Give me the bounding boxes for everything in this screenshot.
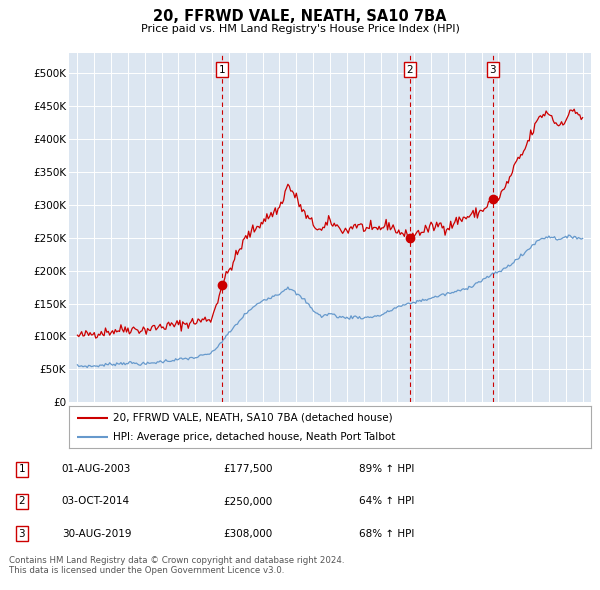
- Text: £250,000: £250,000: [224, 497, 273, 506]
- Text: 01-AUG-2003: 01-AUG-2003: [62, 464, 131, 474]
- Text: 68% ↑ HPI: 68% ↑ HPI: [359, 529, 414, 539]
- Text: 2: 2: [19, 497, 25, 506]
- Text: 20, FFRWD VALE, NEATH, SA10 7BA (detached house): 20, FFRWD VALE, NEATH, SA10 7BA (detache…: [113, 413, 393, 423]
- Text: 1: 1: [218, 64, 225, 74]
- Text: 64% ↑ HPI: 64% ↑ HPI: [359, 497, 414, 506]
- Text: 89% ↑ HPI: 89% ↑ HPI: [359, 464, 414, 474]
- Text: £308,000: £308,000: [224, 529, 273, 539]
- Text: 3: 3: [19, 529, 25, 539]
- Text: 2: 2: [407, 64, 413, 74]
- Text: Price paid vs. HM Land Registry's House Price Index (HPI): Price paid vs. HM Land Registry's House …: [140, 24, 460, 34]
- Text: HPI: Average price, detached house, Neath Port Talbot: HPI: Average price, detached house, Neat…: [113, 432, 396, 442]
- Text: 03-OCT-2014: 03-OCT-2014: [62, 497, 130, 506]
- Text: 30-AUG-2019: 30-AUG-2019: [62, 529, 131, 539]
- Text: 20, FFRWD VALE, NEATH, SA10 7BA: 20, FFRWD VALE, NEATH, SA10 7BA: [153, 9, 447, 24]
- Text: 1: 1: [19, 464, 25, 474]
- Text: Contains HM Land Registry data © Crown copyright and database right 2024.
This d: Contains HM Land Registry data © Crown c…: [9, 556, 344, 575]
- Text: £177,500: £177,500: [224, 464, 273, 474]
- Text: 3: 3: [490, 64, 496, 74]
